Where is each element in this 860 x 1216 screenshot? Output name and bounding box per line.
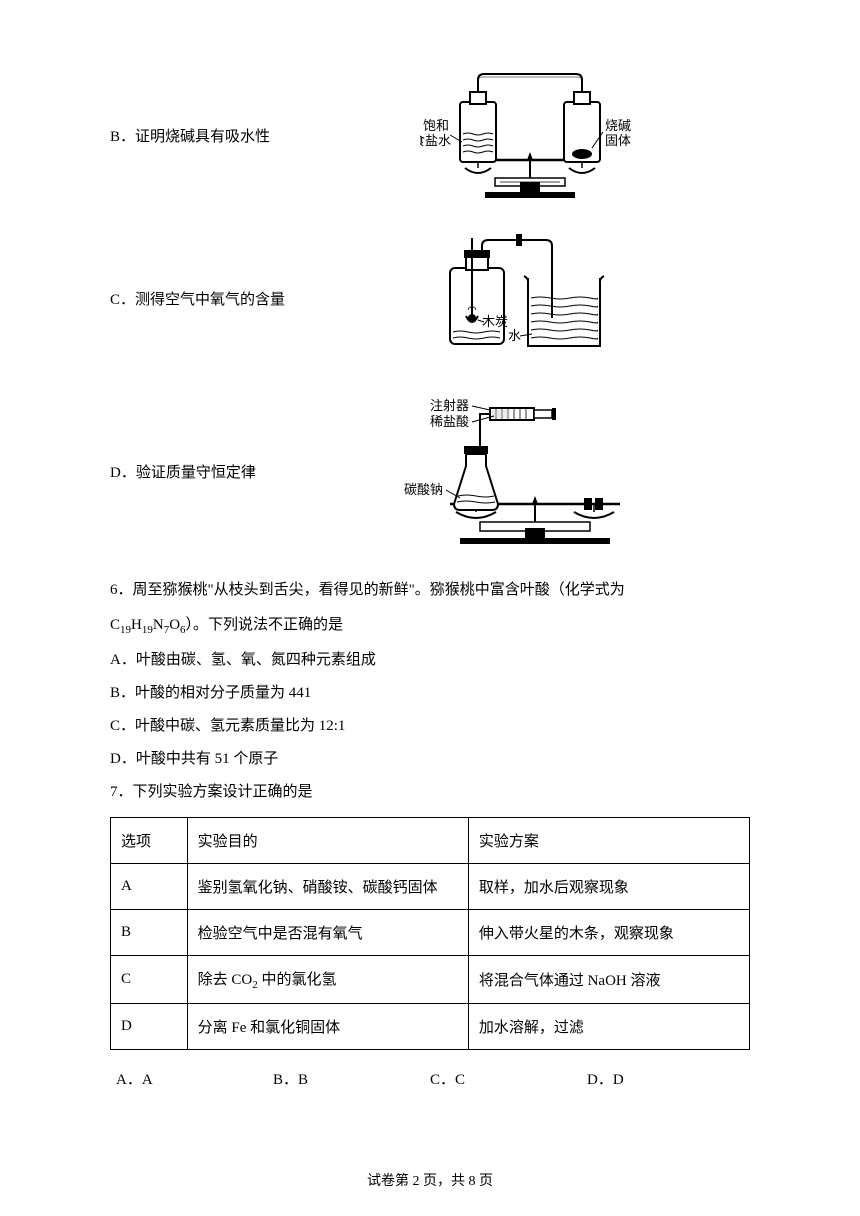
label-saltwater: 食盐水	[420, 133, 451, 148]
option-b-diagram: 饱和 食盐水 烧碱 固体	[310, 60, 750, 210]
label-charcoal: 木炭	[482, 314, 508, 329]
row-c-suffix: 中的氯化氢	[258, 972, 337, 988]
label-syringe: 注射器	[430, 398, 469, 413]
header-option: 选项	[111, 818, 188, 864]
label-solid: 固体	[605, 133, 631, 148]
header-scheme: 实验方案	[468, 818, 749, 864]
option-b-label: B．证明烧碱具有吸水性	[110, 125, 310, 146]
label-saturated: 饱和	[423, 118, 449, 133]
q6-opt-a: A．叶酸由碳、氢、氧、氮四种元素组成	[110, 644, 750, 677]
experiment-table: 选项 实验目的 实验方案 A 鉴别氢氧化钠、硝酸铵、碳酸钙固体 取样，加水后观察…	[110, 817, 750, 1050]
label-na2co3: 碳酸钠	[404, 482, 443, 497]
q6-formula-c: C	[110, 617, 120, 633]
q6-formula-h: H	[131, 617, 142, 633]
option-c-label: C．测得空气中氧气的含量	[110, 288, 310, 309]
q6-formula-n: N	[153, 617, 164, 633]
q6-sub2: 19	[142, 624, 153, 636]
option-c-diagram: 木炭 水	[310, 228, 750, 368]
answer-b: B．B	[273, 1064, 430, 1097]
header-purpose: 实验目的	[187, 818, 468, 864]
answer-c: C．C	[430, 1064, 587, 1097]
row-d-c1: D	[111, 1004, 188, 1050]
option-c-row: C．测得空气中氧气的含量	[110, 228, 750, 368]
row-c-c2: 除去 CO2 中的氯化氢	[187, 956, 468, 1004]
q6-line2: C19H19N7O6）。下列说法不正确的是	[110, 609, 750, 642]
row-a-c3: 取样，加水后观察现象	[468, 864, 749, 910]
option-d-diagram: 注射器 稀盐酸 碳酸钠	[310, 386, 750, 556]
option-d-label: D．验证质量守恒定律	[110, 461, 310, 482]
q6-formula-o: O	[169, 617, 180, 633]
row-a-c2: 鉴别氢氧化钠、硝酸铵、碳酸钙固体	[187, 864, 468, 910]
label-water: 水	[508, 328, 521, 343]
page-footer: 试卷第 2 页，共 8 页	[0, 1170, 860, 1190]
table-row: B 检验空气中是否混有氧气 伸入带火星的木条，观察现象	[111, 910, 750, 956]
q7-stem: 7．下列实验方案设计正确的是	[110, 776, 750, 809]
answer-d: D．D	[587, 1064, 744, 1097]
row-c-c1: C	[111, 956, 188, 1004]
q6-opt-d: D．叶酸中共有 51 个原子	[110, 743, 750, 776]
table-row: C 除去 CO2 中的氯化氢 将混合气体通过 NaOH 溶液	[111, 956, 750, 1004]
row-b-c1: B	[111, 910, 188, 956]
answer-a: A．A	[116, 1064, 273, 1097]
row-d-c2: 分离 Fe 和氯化铜固体	[187, 1004, 468, 1050]
label-hcl: 稀盐酸	[430, 414, 469, 429]
option-b-row: B．证明烧碱具有吸水性	[110, 60, 750, 210]
row-b-c2: 检验空气中是否混有氧气	[187, 910, 468, 956]
q6-suffix: ）。下列说法不正确的是	[186, 617, 344, 633]
option-d-row: D．验证质量守恒定律	[110, 386, 750, 556]
q6-opt-b: B．叶酸的相对分子质量为 441	[110, 677, 750, 710]
table-row: A 鉴别氢氧化钠、硝酸铵、碳酸钙固体 取样，加水后观察现象	[111, 864, 750, 910]
table-row: D 分离 Fe 和氯化铜固体 加水溶解，过滤	[111, 1004, 750, 1050]
q7-answer-row: A．A B．B C．C D．D	[110, 1064, 750, 1097]
row-b-c3: 伸入带火星的木条，观察现象	[468, 910, 749, 956]
row-d-c3: 加水溶解，过滤	[468, 1004, 749, 1050]
q6-sub1: 19	[120, 624, 131, 636]
q6-opt-c: C．叶酸中碳、氢元素质量比为 12:1	[110, 710, 750, 743]
q6-line1: 6．周至猕猴桃"从枝头到舌尖，看得见的新鲜"。猕猴桃中富含叶酸（化学式为	[110, 574, 750, 607]
row-a-c1: A	[111, 864, 188, 910]
row-c-prefix: 除去 CO	[198, 972, 253, 988]
table-header-row: 选项 实验目的 实验方案	[111, 818, 750, 864]
row-c-c3: 将混合气体通过 NaOH 溶液	[468, 956, 749, 1004]
label-naoh: 烧碱	[605, 118, 631, 133]
